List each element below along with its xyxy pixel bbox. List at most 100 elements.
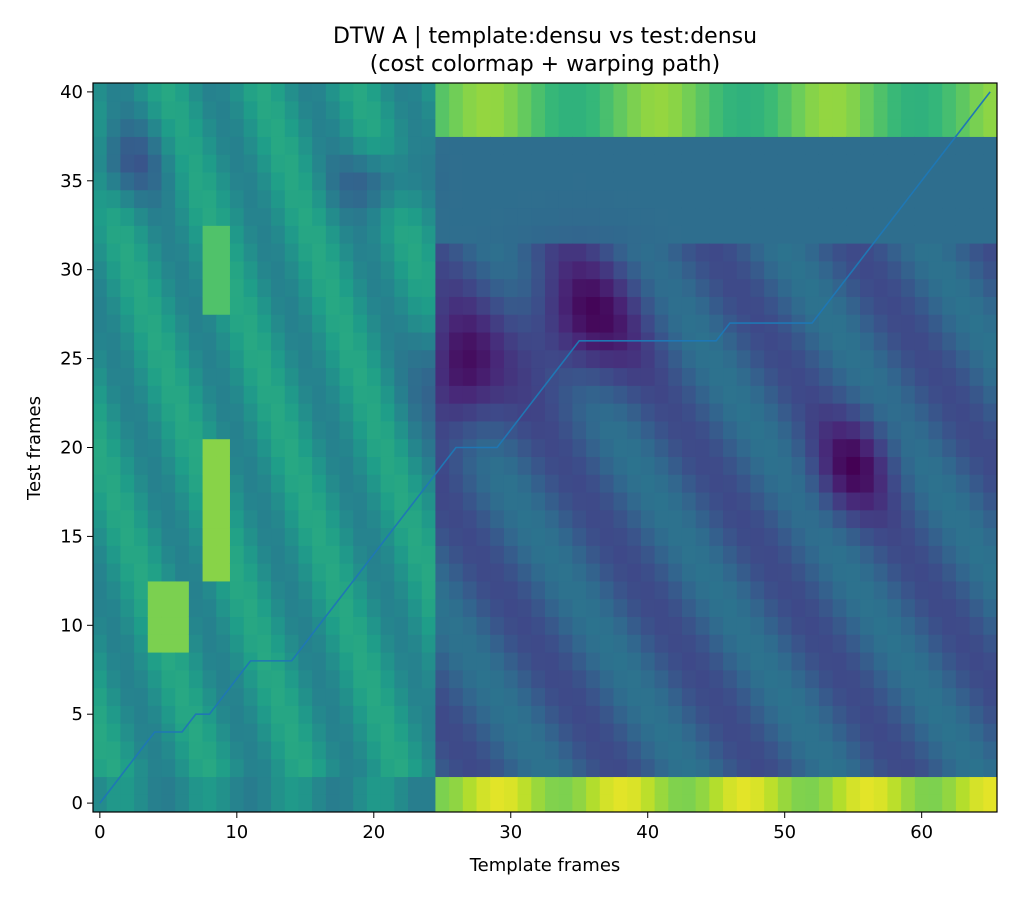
heatmap-cell [723, 651, 738, 671]
heatmap-cell [640, 509, 656, 529]
heatmap-cell [380, 651, 395, 671]
heatmap-cell [229, 687, 245, 706]
heatmap-cell [832, 563, 847, 582]
heatmap-cell [298, 385, 313, 404]
heatmap-cell [394, 580, 409, 600]
heatmap-cell [887, 758, 902, 778]
heatmap-cell [846, 438, 861, 457]
heatmap-cell [476, 278, 491, 297]
heatmap-cell [353, 758, 368, 778]
heatmap-cell [695, 456, 710, 475]
heatmap-cell [654, 403, 669, 422]
heatmap-cell [517, 563, 532, 582]
heatmap-cell [736, 243, 752, 262]
heatmap-cell [380, 225, 395, 244]
heatmap-cell [654, 118, 669, 137]
heatmap-cell [627, 687, 642, 706]
heatmap-cell [983, 616, 997, 635]
heatmap-cell [216, 740, 231, 760]
heatmap-cell [818, 598, 834, 618]
heatmap-cell [942, 314, 957, 333]
heatmap-cell [599, 723, 615, 742]
heatmap-cell [147, 456, 163, 475]
heatmap-cell [777, 580, 793, 600]
heatmap-cell [599, 367, 615, 386]
heatmap-cell [216, 527, 231, 546]
heatmap-cell [942, 723, 957, 742]
heatmap-cell [586, 136, 601, 155]
heatmap-cell [476, 598, 491, 618]
heatmap-cell [120, 438, 135, 457]
heatmap-cell [599, 456, 615, 475]
heatmap-cell [955, 100, 971, 120]
heatmap-cell [271, 136, 286, 155]
heatmap-cell [983, 331, 997, 351]
heatmap-cell [599, 420, 615, 440]
heatmap-cell [901, 740, 916, 760]
heatmap-cell [736, 385, 752, 404]
heatmap-cell [339, 474, 354, 493]
heatmap-cell [695, 100, 710, 120]
heatmap-cell [586, 634, 601, 653]
heatmap-cell [818, 331, 834, 351]
heatmap-cell [271, 296, 286, 315]
heatmap-cell [134, 403, 149, 422]
heatmap-cell [709, 527, 724, 546]
heatmap-cell [791, 331, 806, 351]
heatmap-cell [106, 367, 121, 386]
heatmap-cell [942, 260, 957, 280]
heatmap-cell [462, 154, 478, 173]
heatmap-cell [147, 776, 163, 795]
heatmap-cell [914, 403, 930, 422]
heatmap-cell [613, 563, 628, 582]
heatmap-cell [654, 509, 669, 529]
heatmap-cell [654, 634, 669, 653]
heatmap-cell [723, 776, 738, 795]
heatmap-cell [736, 545, 752, 564]
heatmap-cell [764, 278, 779, 297]
heatmap-cell [147, 545, 163, 564]
heatmap-cell [161, 456, 176, 475]
heatmap-cell [914, 100, 930, 120]
heatmap-cell [928, 225, 943, 244]
heatmap-cell [161, 118, 176, 137]
heatmap-cell [435, 723, 450, 742]
heatmap-cell [202, 491, 217, 511]
heatmap-cell [558, 491, 573, 511]
heatmap-cell [955, 687, 971, 706]
heatmap-cell [681, 171, 697, 191]
heatmap-cell [449, 598, 464, 618]
heatmap-cell [695, 669, 710, 689]
heatmap-cell [284, 225, 300, 244]
heatmap-cell [449, 278, 464, 297]
heatmap-cell [599, 527, 615, 546]
heatmap-cell [709, 598, 724, 618]
heatmap-cell [366, 367, 382, 386]
heatmap-cell [93, 438, 108, 457]
heatmap-cell [517, 758, 532, 778]
heatmap-cell [202, 136, 217, 155]
heatmap-cell [860, 296, 875, 315]
heatmap-cell [435, 776, 450, 795]
heatmap-cell [476, 83, 491, 102]
heatmap-cell [572, 776, 587, 795]
heatmap-cell [147, 794, 163, 812]
heatmap-cell [298, 669, 313, 689]
heatmap-cell [969, 385, 984, 404]
heatmap-cell [339, 776, 354, 795]
heatmap-cell [887, 296, 902, 315]
heatmap-cell [298, 367, 313, 386]
heatmap-cell [476, 314, 491, 333]
heatmap-cell [654, 491, 669, 511]
heatmap-cell [873, 349, 889, 369]
heatmap-cell [243, 331, 258, 351]
heatmap-cell [736, 669, 752, 689]
heatmap-cell [284, 723, 300, 742]
heatmap-cell [531, 136, 546, 155]
heatmap-cell [435, 154, 450, 173]
heatmap-cell [723, 758, 738, 778]
heatmap-cell [147, 83, 163, 102]
heatmap-cell [490, 278, 505, 297]
heatmap-cell [887, 545, 902, 564]
heatmap-cell [640, 580, 656, 600]
